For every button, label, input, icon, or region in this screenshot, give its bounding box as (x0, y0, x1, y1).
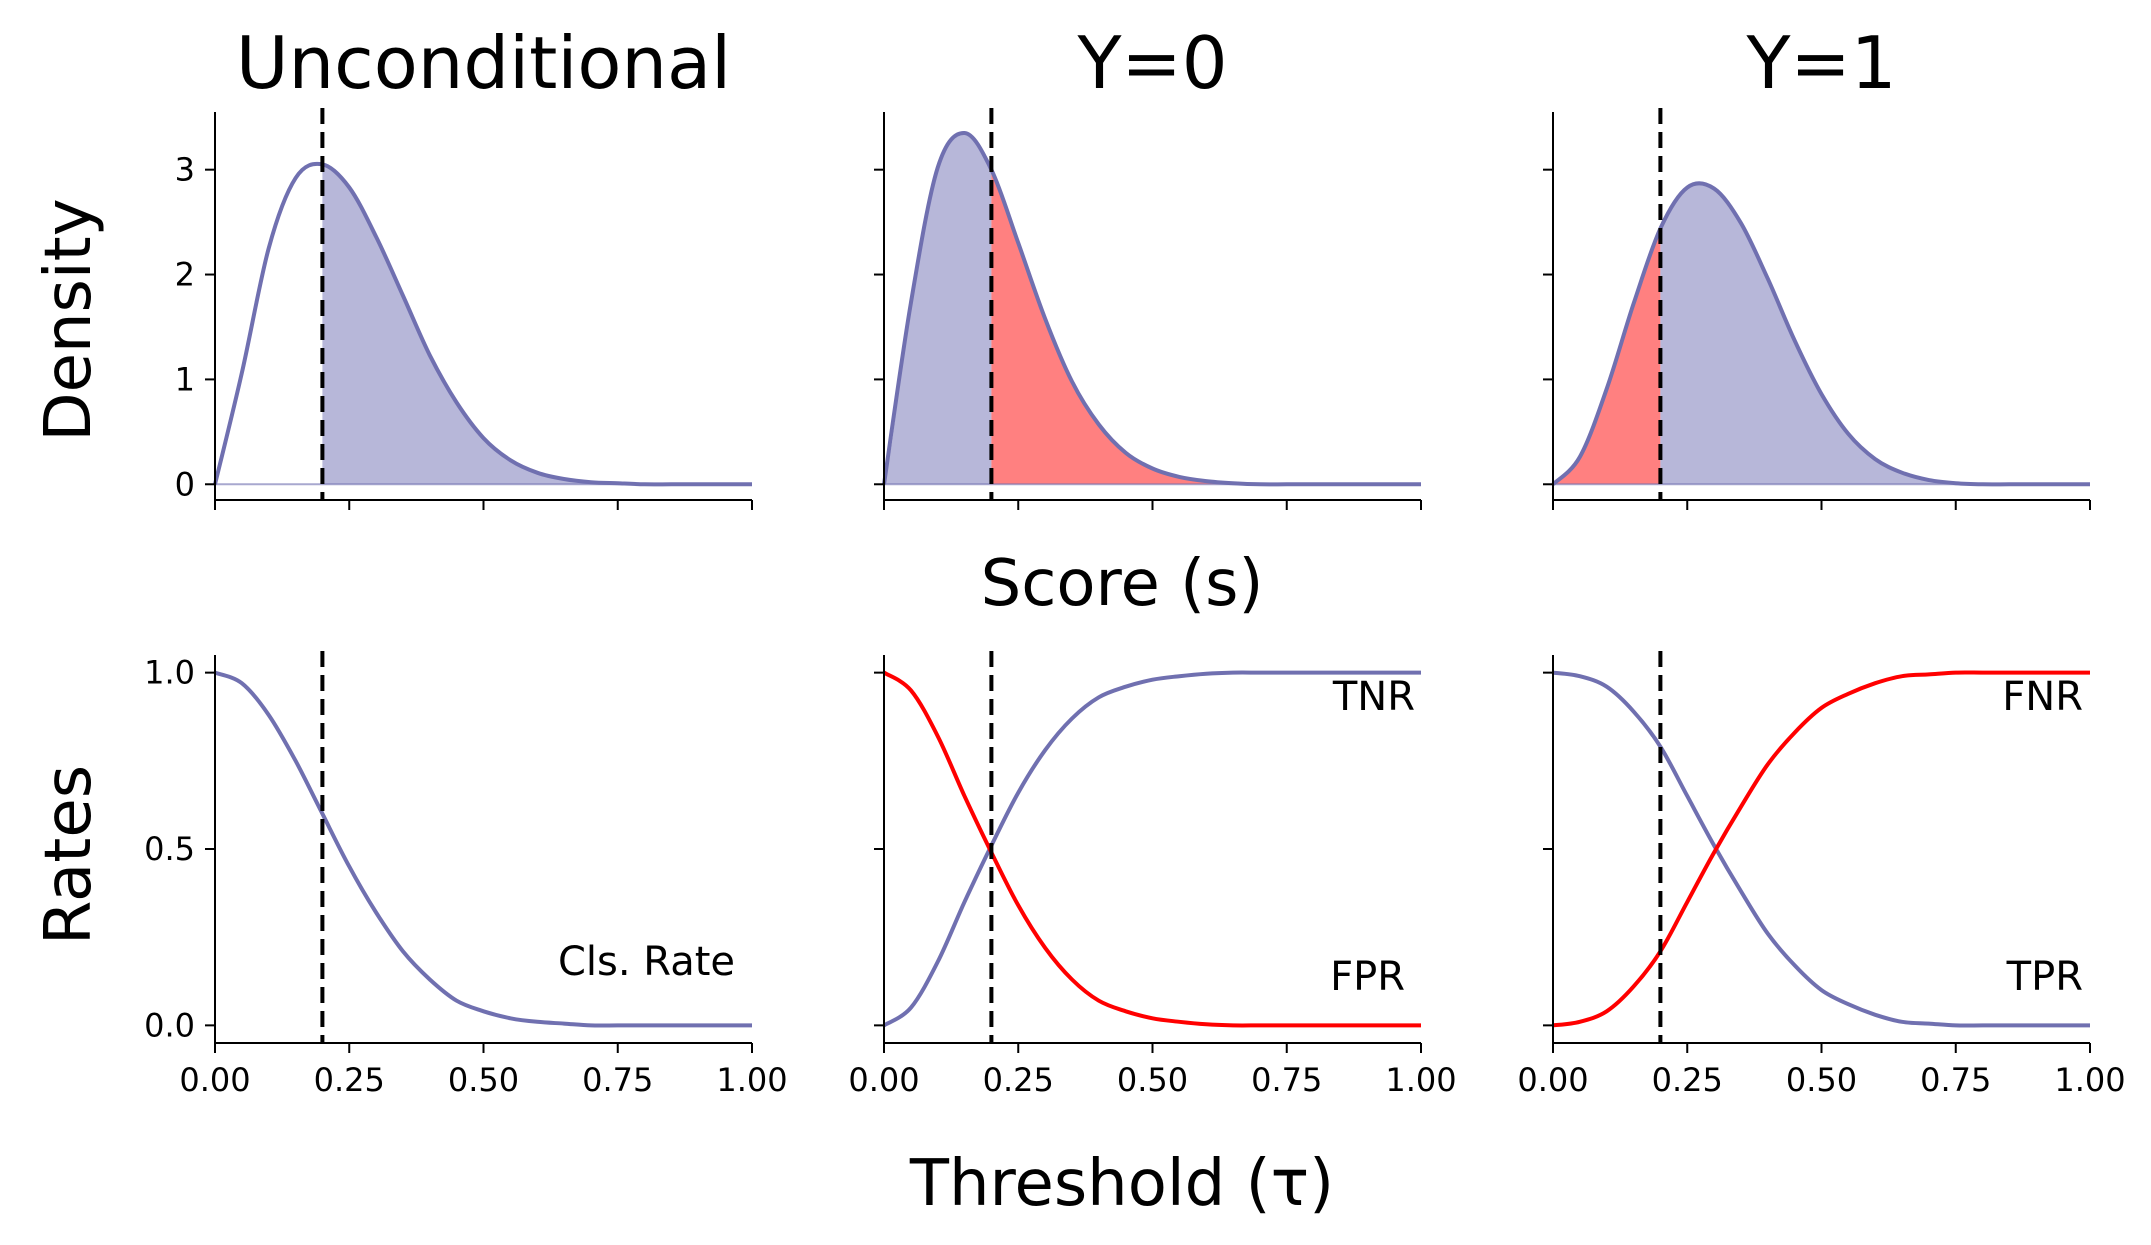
rates-unconditional-label-cls-rate: Cls. Rate (558, 939, 735, 985)
rates-y1-x-tick-label: 0.00 (1517, 1061, 1588, 1099)
rates-unconditional-y-tick-label: 0.5 (144, 830, 195, 868)
density-y1-fill-above-threshold (1660, 183, 2090, 485)
density-unconditional-title: Unconditional (236, 21, 731, 105)
rates-unconditional-y-tick-label: 0.0 (144, 1006, 195, 1044)
score-x-axis-label: Score (s) (981, 547, 1264, 621)
panels: 0 1 2 3 Unconditional Y=0 Y=1 0.0 0.5 1.0 0.00 0.25… (144, 21, 2126, 1099)
density-y0-fill-above-threshold (991, 169, 1421, 485)
density-y-axis-label: Density (32, 198, 106, 441)
density-y0-series-line-0 (882, 131, 1421, 487)
rates-y1-x-tick-label: 0.75 (1920, 1061, 1991, 1099)
rates-y0-label-tnr: TNR (1332, 674, 1415, 720)
rates-unconditional-x-tick-label: 1.00 (716, 1061, 787, 1099)
rates-y0-x-tick-label: 0.75 (1251, 1061, 1322, 1099)
rates-y1-series-line-tpr (1552, 670, 2090, 1028)
density-y0-fill-below-threshold (884, 133, 992, 485)
rates-y0-x-tick-label: 0.50 (1117, 1061, 1188, 1099)
density-y1-panel: Y=1 (1543, 21, 2091, 510)
density-unconditional-series-line-0 (213, 161, 752, 487)
density-unconditional-y-tick-label: 3 (175, 151, 195, 189)
density-unconditional-panel: 0 1 2 3 Unconditional (175, 21, 753, 510)
density-y1-title: Y=1 (1745, 21, 1896, 105)
rates-unconditional-panel: 0.0 0.5 1.0 0.00 0.25 0.50 0.75 1.00 Cls. Rate (144, 651, 788, 1099)
density-unconditional-y-tick-label: 0 (175, 465, 195, 503)
density-y0-panel: Y=0 (874, 21, 1422, 510)
rates-unconditional-series-line-cls-rate (214, 670, 752, 1028)
rates-y1-label-tpr: TPR (2006, 954, 2083, 1000)
rates-unconditional-x-tick-label: 0.50 (448, 1061, 519, 1099)
density-unconditional-y-tick-label: 2 (175, 256, 195, 294)
density-y1-series-line-0 (1551, 181, 2090, 487)
rates-y0-series-line-fpr (882, 670, 1421, 1028)
rates-y0-x-tick-label: 0.25 (983, 1061, 1054, 1099)
rates-y-axis-label: Rates (32, 765, 106, 945)
rates-y0-panel: 0.00 0.25 0.50 0.75 1.00 TNR FPR (848, 651, 1457, 1099)
rates-y0-x-tick-label: 0.00 (848, 1061, 919, 1099)
rates-unconditional-x-tick-label: 0.25 (314, 1061, 385, 1099)
density-y0-title: Y=0 (1076, 21, 1227, 105)
rates-y1-x-tick-label: 0.50 (1786, 1061, 1857, 1099)
rates-y0-x-tick-label: 1.00 (1385, 1061, 1456, 1099)
density-unconditional-fill-above-threshold (322, 164, 752, 485)
rates-unconditional-x-tick-label: 0.75 (582, 1061, 653, 1099)
rates-y0-label-fpr: FPR (1330, 954, 1405, 1000)
rates-y1-x-tick-label: 1.00 (2054, 1061, 2125, 1099)
density-unconditional-y-tick-label: 1 (175, 360, 195, 398)
rates-y0-series-line-tnr (882, 670, 1421, 1028)
rates-unconditional-x-tick-label: 0.00 (179, 1061, 250, 1099)
density-y1-fill-below-threshold (1553, 228, 1661, 485)
rates-y1-label-fnr: FNR (2002, 674, 2083, 720)
rates-y1-panel: 0.00 0.25 0.50 0.75 1.00 TPR FNR (1517, 651, 2126, 1099)
rates-y1-x-tick-label: 0.25 (1652, 1061, 1723, 1099)
threshold-x-axis-label: Threshold (τ) (909, 1147, 1334, 1221)
rates-y1-series-line-fnr (1552, 670, 2090, 1028)
rates-unconditional-y-tick-label: 1.0 (144, 654, 195, 692)
